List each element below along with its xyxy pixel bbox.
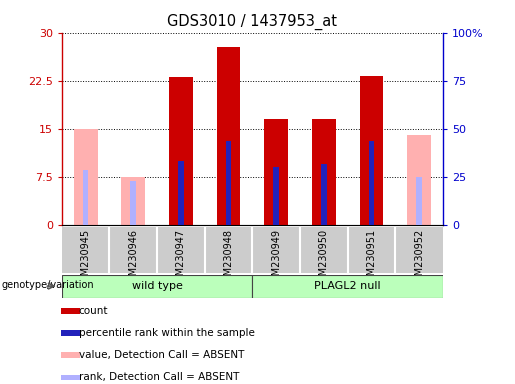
Bar xyxy=(264,119,288,225)
Text: GSM230952: GSM230952 xyxy=(414,229,424,288)
Text: GSM230947: GSM230947 xyxy=(176,229,186,288)
Bar xyxy=(61,374,80,380)
Bar xyxy=(369,141,374,225)
Text: PLAGL2 null: PLAGL2 null xyxy=(314,281,381,291)
Bar xyxy=(217,47,241,225)
Text: GSM230950: GSM230950 xyxy=(319,229,329,288)
Text: GSM230945: GSM230945 xyxy=(81,229,91,288)
Text: wild type: wild type xyxy=(132,281,182,291)
Text: percentile rank within the sample: percentile rank within the sample xyxy=(79,328,254,338)
Bar xyxy=(83,170,89,225)
Bar xyxy=(61,308,80,314)
Bar xyxy=(359,76,383,225)
Text: value, Detection Call = ABSENT: value, Detection Call = ABSENT xyxy=(79,350,244,360)
Title: GDS3010 / 1437953_at: GDS3010 / 1437953_at xyxy=(167,14,337,30)
Bar xyxy=(61,353,80,358)
Text: GSM230949: GSM230949 xyxy=(271,229,281,288)
Bar xyxy=(252,275,443,298)
Bar xyxy=(74,129,97,225)
Text: GSM230948: GSM230948 xyxy=(224,229,233,288)
Bar xyxy=(226,141,231,225)
Bar xyxy=(321,164,327,225)
Bar xyxy=(130,181,136,225)
Bar xyxy=(62,275,252,298)
Bar xyxy=(169,78,193,225)
Bar xyxy=(178,161,184,225)
Bar xyxy=(273,167,279,225)
Bar xyxy=(312,119,336,225)
Bar xyxy=(122,177,145,225)
Bar xyxy=(407,135,431,225)
Text: rank, Detection Call = ABSENT: rank, Detection Call = ABSENT xyxy=(79,372,239,382)
Bar xyxy=(416,177,422,225)
Text: GSM230951: GSM230951 xyxy=(367,229,376,288)
Bar xyxy=(61,331,80,336)
Text: genotype/variation: genotype/variation xyxy=(1,280,94,290)
Text: GSM230946: GSM230946 xyxy=(128,229,138,288)
Text: count: count xyxy=(79,306,108,316)
